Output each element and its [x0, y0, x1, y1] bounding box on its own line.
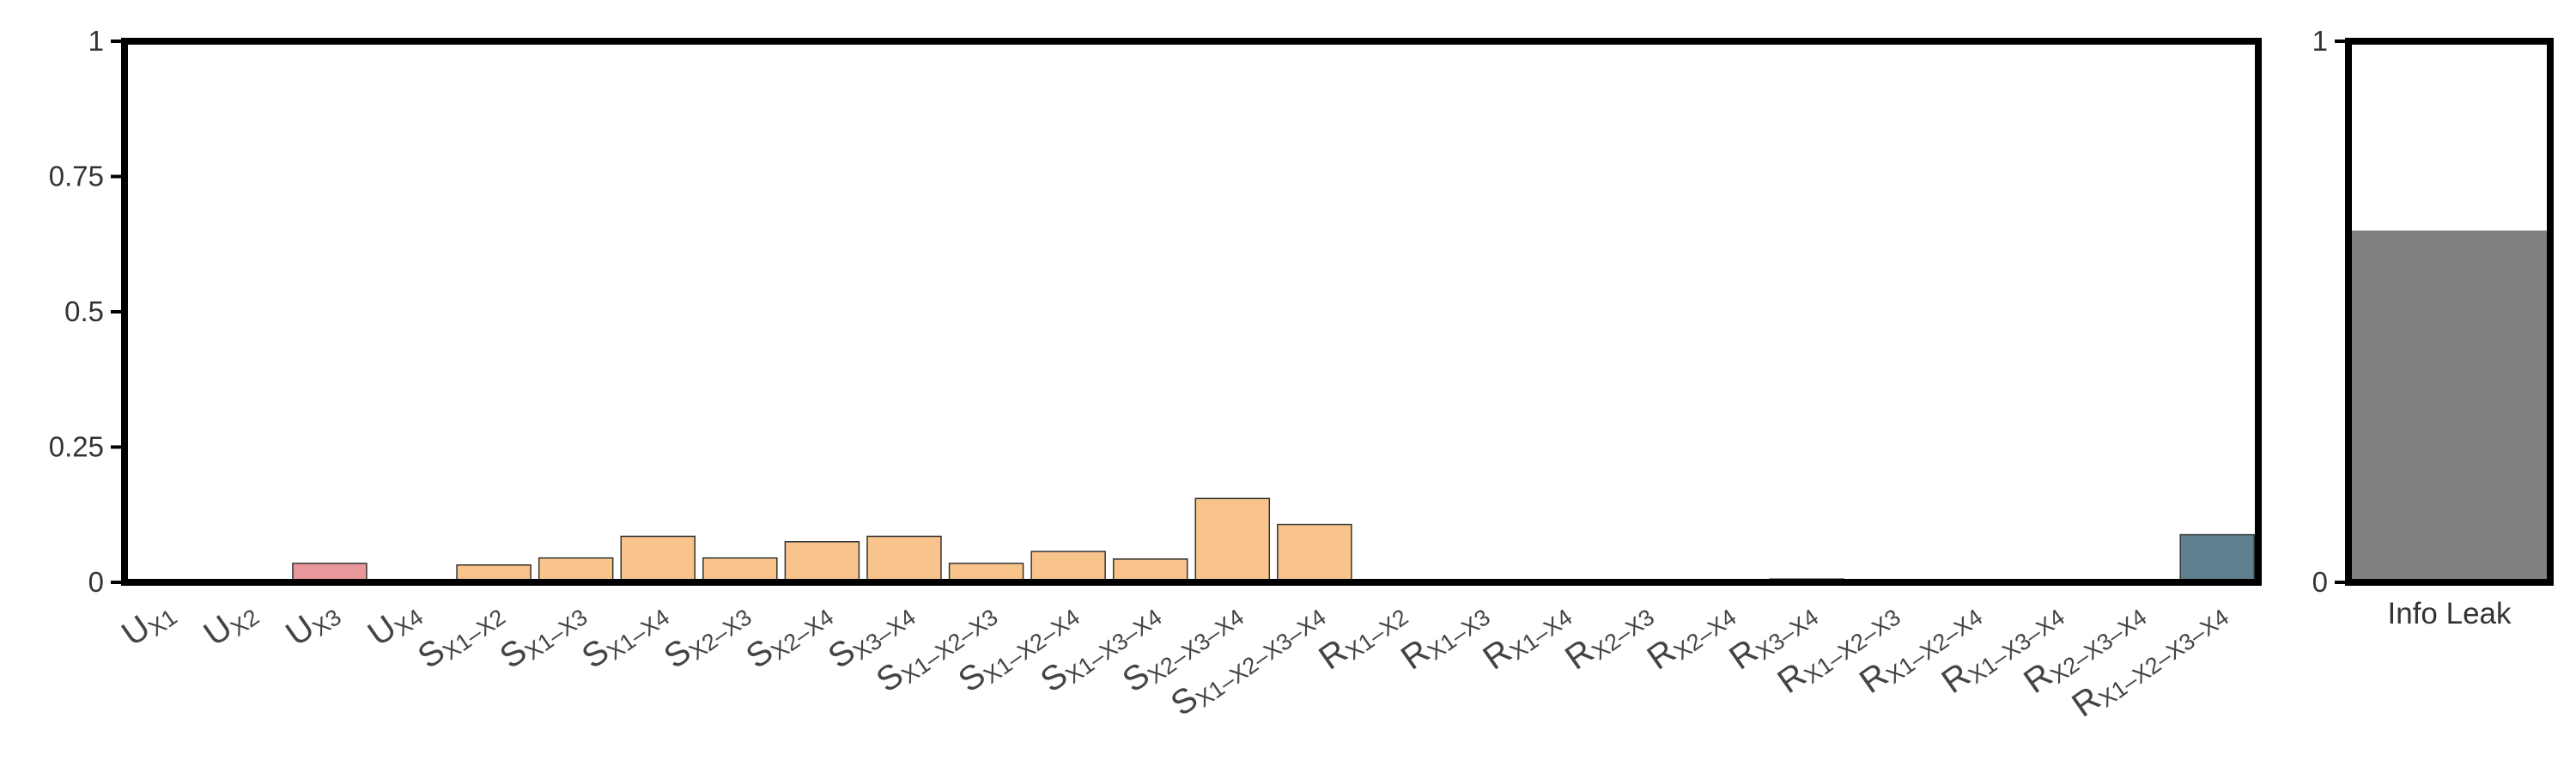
x-tick-label-subscript: X1–X4	[603, 604, 675, 665]
bar-s-x1-x3	[538, 557, 614, 583]
x-tick-label-subscript: X3–X4	[848, 604, 920, 665]
x-tick-label: SX2–X3	[657, 592, 756, 678]
x-tick-label-subscript: X1–X2	[438, 604, 510, 665]
bar-s-x1-x4	[620, 535, 696, 583]
x-tick-label: RX1–X4	[1476, 592, 1577, 679]
info-leak-x-axis: Info Leak	[2388, 597, 2512, 630]
x-tick-label: RX2–X4	[1641, 592, 1741, 679]
y-tick-label: 0.5	[64, 295, 104, 327]
info-leak-chart: 01 Info Leak	[2312, 25, 2554, 630]
x-tick-label: UX1	[115, 592, 182, 655]
info-leak-bars	[2348, 230, 2550, 582]
x-tick-label: SX1–X4	[575, 592, 674, 678]
info-leak-plot-frame	[2345, 38, 2554, 586]
bar-s-x3-x4	[866, 535, 942, 583]
x-tick-label: RX2–X3	[1558, 592, 1659, 679]
x-tick-label: UX2	[197, 592, 264, 655]
bar-s-x1-x2-x4	[1030, 551, 1106, 583]
x-tick-label: SX2–X4	[739, 592, 838, 678]
x-tick-label-subscript: X1–X3	[520, 604, 592, 665]
x-tick-label: SX1–X2	[411, 592, 510, 678]
bar-s-x1-x2-x3-x4	[1277, 523, 1352, 583]
bar-s-x2-x4	[784, 541, 860, 583]
y-tick-label: 0	[88, 566, 104, 598]
x-tick-label: Info Leak	[2388, 597, 2512, 630]
x-tick-label-subscript: X3–X4	[1752, 604, 1824, 665]
x-tick-label: RX1–X3	[1394, 592, 1495, 679]
main-bars	[292, 497, 2255, 583]
bar-s-x2-x3	[702, 557, 778, 583]
main-x-axis: UX1 UX2 UX3 UX4SX1–X2SX1–X3SX1–X4SX2–X3SX2–…	[115, 592, 2233, 724]
y-tick-label: 0.25	[49, 431, 104, 463]
y-tick-label: 1	[2312, 25, 2328, 57]
x-tick-label-subscript: X2–X4	[767, 604, 839, 665]
bar-s-x2-x3-x4	[1194, 497, 1271, 583]
x-tick-label-subscript: X2–X3	[684, 604, 756, 665]
y-tick-label: 0	[2312, 566, 2328, 598]
bar-s-x1-x3-x4	[1112, 558, 1188, 583]
bar-info-leak	[2348, 230, 2550, 582]
main-plot-frame	[121, 38, 2262, 586]
info-leak-y-axis: 01	[2312, 25, 2348, 598]
x-tick-label: UX3	[279, 592, 346, 655]
x-tick-label: SX1–X3	[493, 592, 592, 678]
x-tick-label: RX1–X2	[1312, 592, 1413, 679]
main-y-axis: 0 0.25 0.5 0.75 1	[49, 25, 125, 598]
bar-r-x1-x2-x3-x4	[2179, 533, 2255, 583]
y-tick-label: 1	[88, 25, 104, 57]
main-bar-chart: 0 0.25 0.5 0.75 1 UX1 UX2 UX3 UX4SX1–X2SX1–X3SX…	[49, 25, 2262, 725]
y-tick-label: 0.75	[49, 161, 104, 192]
